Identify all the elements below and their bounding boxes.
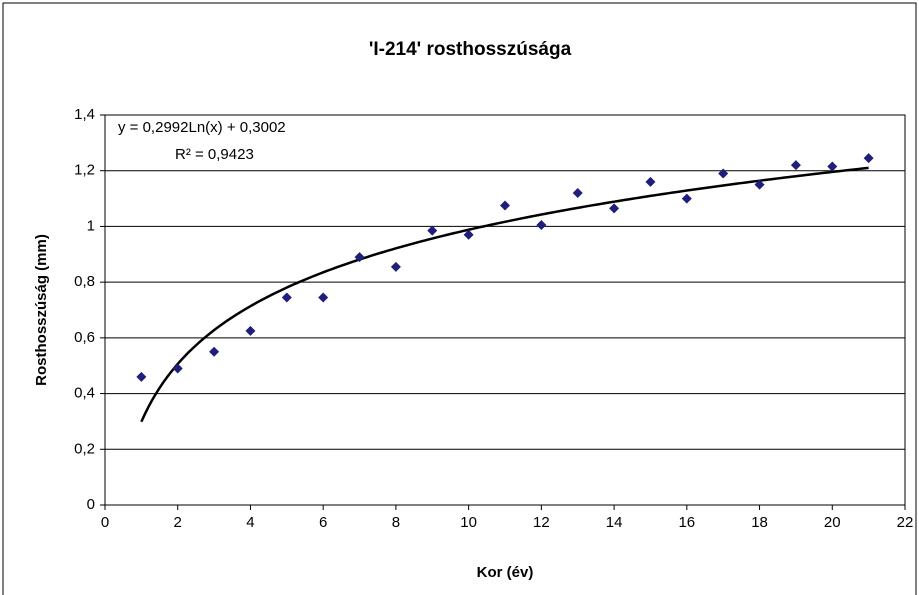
data-point	[681, 193, 692, 204]
data-point	[281, 292, 292, 303]
trendline	[140, 166, 869, 423]
chart-title: 'I-214' rosthosszúsága	[369, 39, 572, 60]
data-point	[609, 203, 620, 214]
data-point	[536, 220, 547, 231]
trendline-equation: y = 0,2992Ln(x) + 0,3002	[118, 119, 286, 136]
y-tick-label: 1,2	[74, 162, 95, 179]
x-tick-label: 14	[606, 514, 623, 531]
x-tick-label: 2	[174, 514, 182, 531]
x-axis-title: Kor (év)	[477, 564, 534, 581]
data-point	[863, 153, 874, 164]
x-tick-label: 22	[897, 514, 914, 531]
y-tick-label: 0,4	[74, 385, 95, 402]
plot-area	[104, 114, 906, 506]
data-point	[354, 252, 365, 263]
x-tick-label: 20	[824, 514, 841, 531]
y-tick-label: 0,8	[74, 273, 95, 290]
data-point	[500, 200, 510, 211]
data-point	[390, 261, 401, 272]
x-tick-label: 0	[101, 514, 109, 531]
data-point	[209, 346, 220, 357]
x-tick-label: 16	[678, 514, 695, 531]
y-tick-label: 1	[87, 217, 95, 234]
data-point	[718, 168, 729, 179]
x-tick-label: 6	[319, 514, 327, 531]
data-point	[318, 292, 329, 303]
trendline-r2: R² = 0,9423	[175, 146, 254, 163]
data-point	[827, 161, 838, 172]
y-tick-label: 1,4	[74, 106, 95, 123]
data-point	[136, 371, 147, 382]
x-tick-label: 10	[460, 514, 477, 531]
data-point	[463, 229, 474, 240]
y-tick-label: 0	[87, 496, 95, 513]
data-point	[172, 363, 183, 374]
data-point	[245, 325, 256, 336]
x-tick-label: 18	[751, 514, 768, 531]
x-tick-label: 8	[392, 514, 400, 531]
y-axis-title: Rosthosszúság (mm)	[33, 234, 50, 386]
x-tick-label: 12	[533, 514, 550, 531]
data-point	[645, 176, 656, 187]
y-tick-label: 0,2	[74, 440, 95, 457]
data-point	[427, 225, 438, 236]
data-point	[790, 160, 801, 171]
data-point	[754, 179, 765, 190]
x-tick-label: 4	[246, 514, 254, 531]
data-point	[572, 188, 583, 198]
y-tick-label: 0,6	[74, 329, 95, 346]
